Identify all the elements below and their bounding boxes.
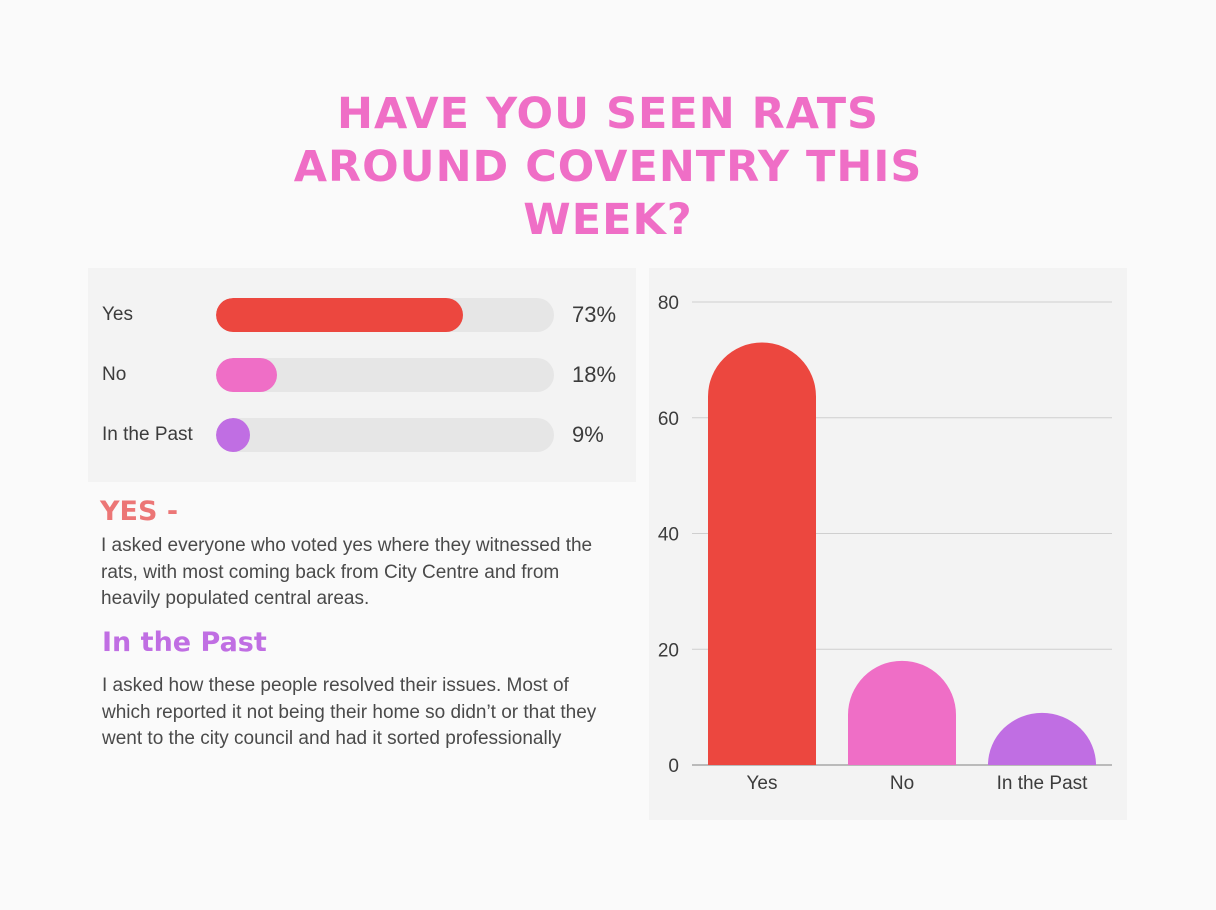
bar-no	[848, 660, 956, 765]
poll-row-no: No 18%	[88, 358, 636, 392]
x-category-label-no: No	[890, 773, 914, 794]
poll-fill-no	[216, 358, 277, 392]
poll-track-in-the-past	[216, 418, 554, 452]
poll-track-no	[216, 358, 554, 392]
x-category-label-yes: Yes	[747, 773, 778, 794]
yes-section-text: I asked everyone who voted yes where the…	[101, 535, 593, 609]
y-tick-label-40: 40	[658, 525, 679, 546]
poll-percent-no: 18%	[572, 362, 617, 387]
past-section-text: I asked how these people resolved their …	[102, 675, 597, 749]
bar-in-the-past	[988, 712, 1096, 765]
poll-fill-yes	[216, 298, 463, 332]
bar-chart-panel: 0 20 40 60 80 Yes No In the Past	[649, 268, 1127, 820]
y-tick-label-0: 0	[668, 756, 679, 777]
bar-yes	[708, 342, 816, 765]
bar-chart: 0 20 40 60 80 Yes No In the Past	[658, 293, 1112, 794]
poll-row-in-the-past: In the Past 9%	[88, 418, 636, 452]
poll-percent-in-the-past: 9%	[572, 422, 604, 447]
poll-percent-yes: 73%	[572, 302, 617, 327]
x-category-label-in-the-past: In the Past	[997, 773, 1089, 794]
poll-results-panel: Yes 73% No 18% In the Past 9%	[88, 268, 636, 482]
poll-label-no: No	[102, 364, 127, 385]
y-tick-label-80: 80	[658, 293, 679, 314]
poll-track-yes	[216, 298, 554, 332]
past-section-heading: In the Past	[102, 627, 267, 658]
poll-label-yes: Yes	[102, 304, 133, 325]
poll-fill-in-the-past	[216, 418, 250, 452]
poll-row-yes: Yes 73%	[88, 298, 636, 332]
y-tick-label-60: 60	[658, 409, 679, 430]
page-title: HAVE YOU SEEN RATS AROUND COVENTRY THIS …	[293, 89, 923, 245]
poll-label-in-the-past: In the Past	[102, 424, 193, 445]
y-tick-label-20: 20	[658, 640, 679, 661]
yes-section-heading: YES -	[100, 496, 179, 527]
